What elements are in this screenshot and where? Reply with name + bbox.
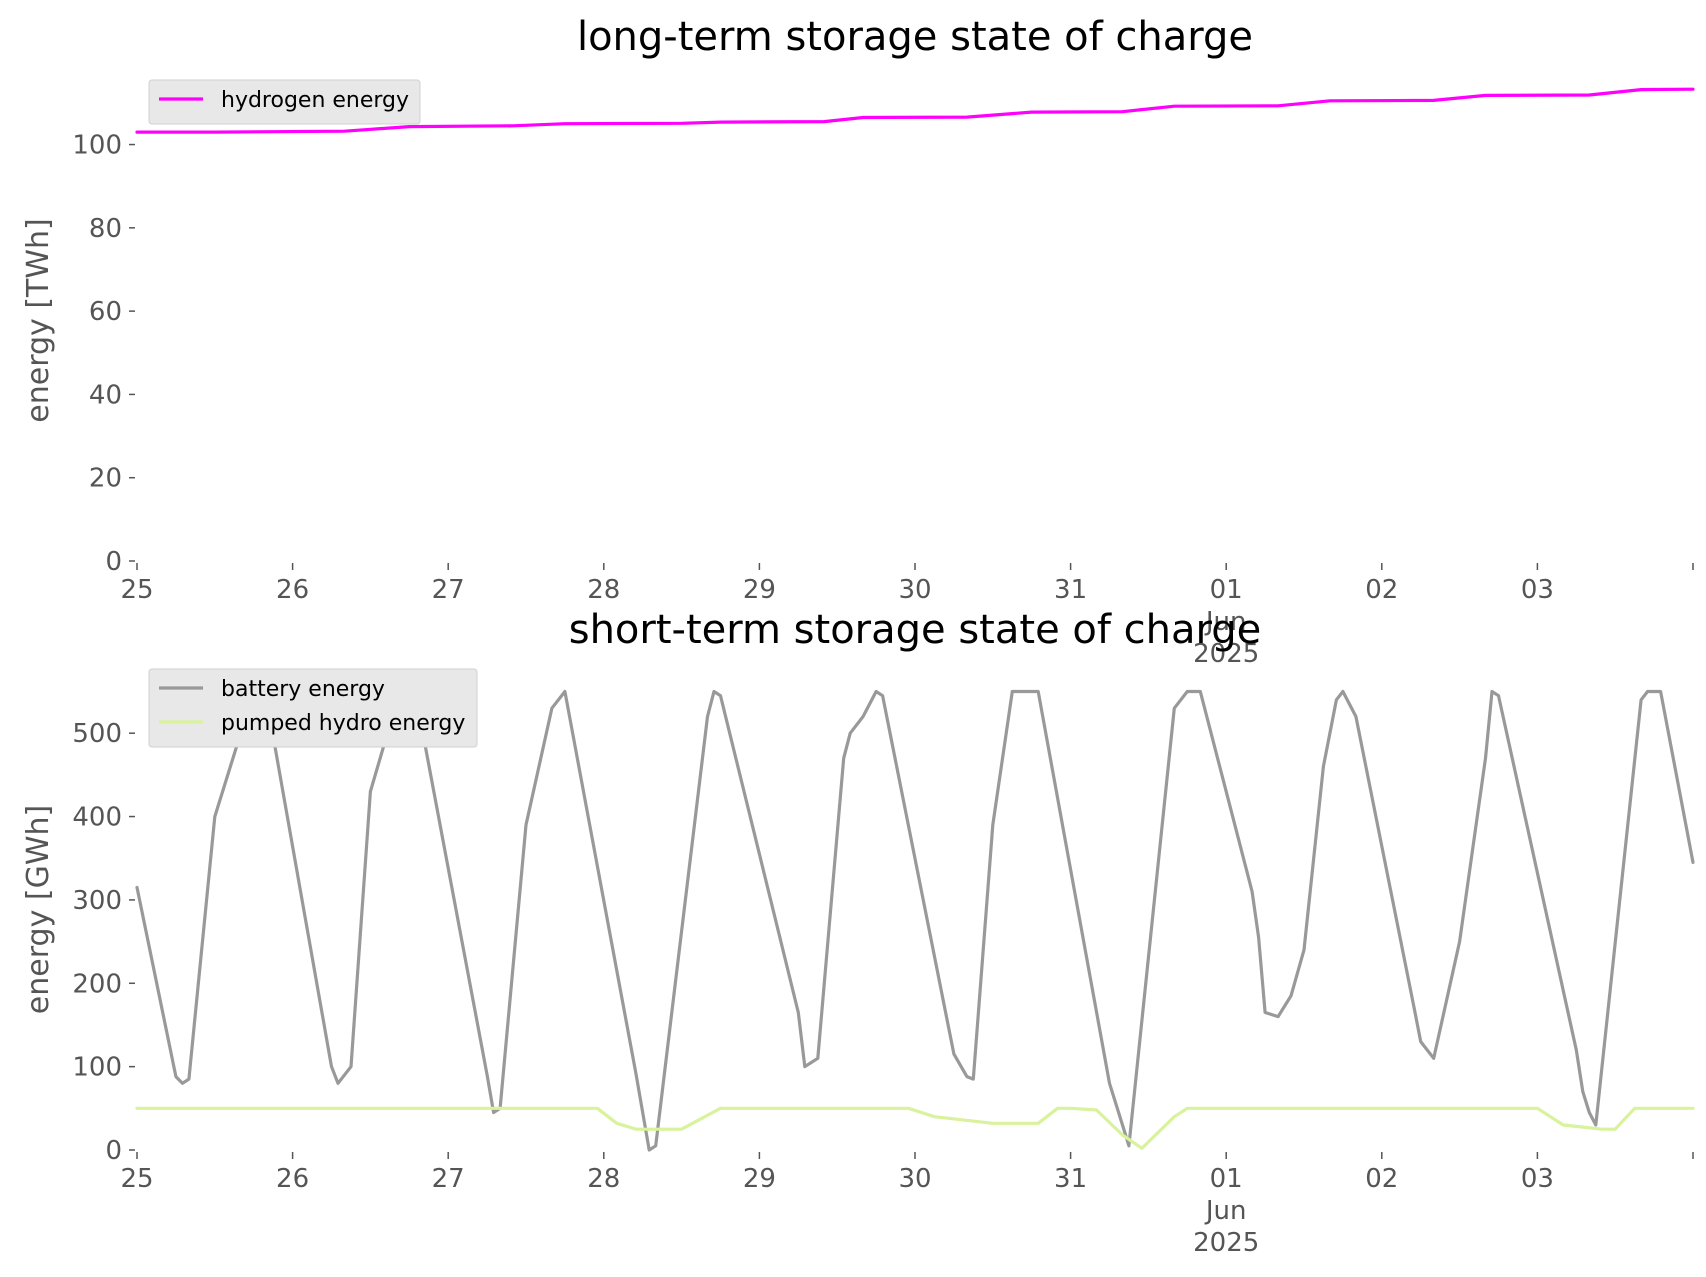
x-tick-label: 01 <box>1210 575 1243 605</box>
y-tick-label: 300 <box>72 886 122 916</box>
x-tick-label: 25 <box>120 575 153 605</box>
chart-title: short-term storage state of charge <box>569 607 1262 653</box>
x-tick-label: 28 <box>587 1164 620 1194</box>
y-tick-label: 0 <box>105 1136 122 1166</box>
x-tick-label: 29 <box>743 575 776 605</box>
y-tick-label: 400 <box>72 803 122 833</box>
y-tick-label: 60 <box>89 297 122 327</box>
chart-1: long-term storage state of charge energy … <box>21 14 1695 669</box>
legend-label: hydrogen energy <box>221 88 409 113</box>
legend: battery energy pumped hydro energy <box>148 668 478 748</box>
x-tick-label: 26 <box>276 1164 309 1194</box>
x-tick-label: Jun <box>1204 1196 1247 1226</box>
x-tick-label: 25 <box>120 1164 153 1194</box>
series-line-hydrogen-energy <box>135 87 1695 134</box>
y-axis-label: energy [GWh] <box>21 805 56 1014</box>
x-tick-label: 27 <box>432 1164 465 1194</box>
x-tick-label: 02 <box>1365 575 1398 605</box>
x-tick-label: 30 <box>898 575 931 605</box>
legend-box <box>148 668 478 748</box>
x-tick-label: 03 <box>1521 1164 1554 1194</box>
x-tick-label: 30 <box>898 1164 931 1194</box>
x-tick-label: 27 <box>432 575 465 605</box>
legend-label: pumped hydro energy <box>221 711 465 736</box>
legend-label: battery energy <box>221 677 385 702</box>
x-tick-label: 03 <box>1521 575 1554 605</box>
y-tick-label: 200 <box>72 969 122 999</box>
x-tick-label: 02 <box>1365 1164 1398 1194</box>
chart-2: short-term storage state of charge energy… <box>21 607 1695 1258</box>
x-tick-label: 31 <box>1054 575 1087 605</box>
y-tick-label: 40 <box>89 380 122 410</box>
y-tick-label: 500 <box>72 719 122 749</box>
y-tick-label: 0 <box>105 547 122 577</box>
x-tick-label: Jun <box>1204 607 1247 637</box>
x-tick-label: 28 <box>587 575 620 605</box>
legend-box <box>148 79 421 125</box>
series-line-pumped-hydro-energy <box>135 1106 1695 1150</box>
x-tick-label: 2025 <box>1193 639 1259 669</box>
x-tick-label: 26 <box>276 575 309 605</box>
chart-title: long-term storage state of charge <box>577 14 1253 60</box>
y-tick-label: 100 <box>72 1053 122 1083</box>
x-tick-label: 29 <box>743 1164 776 1194</box>
y-tick-label: 100 <box>72 131 122 161</box>
legend: hydrogen energy <box>148 79 421 125</box>
x-tick-label: 2025 <box>1193 1228 1259 1258</box>
x-tick-label: 31 <box>1054 1164 1087 1194</box>
series-line-battery-energy <box>135 689 1695 1152</box>
y-axis-label: energy [TWh] <box>21 218 56 422</box>
y-tick-label: 80 <box>89 214 122 244</box>
x-tick-label: 01 <box>1210 1164 1243 1194</box>
y-tick-label: 20 <box>89 464 122 494</box>
